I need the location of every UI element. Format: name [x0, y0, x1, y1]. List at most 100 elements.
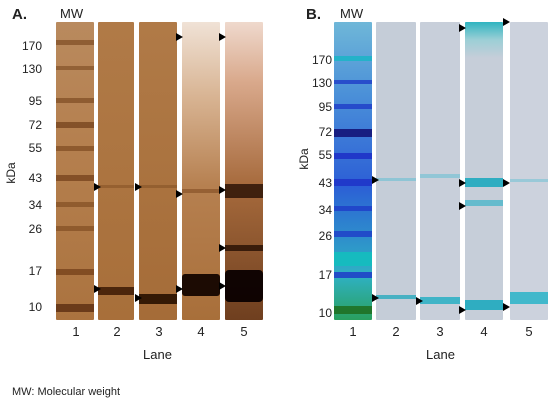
- arrowhead-icon: [135, 183, 142, 191]
- panel-b-label: B.: [306, 6, 321, 23]
- panel-a-lane-4: [182, 22, 220, 320]
- panel-a-tick-34: 34: [28, 198, 42, 212]
- panel-b-lane-3: [420, 22, 460, 320]
- sample-band: [182, 189, 220, 193]
- sample-band: [225, 270, 263, 302]
- ladder-band: [56, 226, 94, 231]
- panel-a-tick-55: 55: [28, 141, 42, 155]
- panel-b-lane-number-2: 2: [392, 324, 400, 339]
- arrowhead-icon: [459, 202, 466, 210]
- sample-band: [465, 300, 503, 310]
- arrowhead-icon: [503, 18, 510, 26]
- panel-b-lane-4: [465, 22, 503, 320]
- arrowhead-icon: [94, 285, 101, 293]
- sample-band: [139, 185, 177, 188]
- ladder-band: [56, 40, 94, 45]
- panel-a-tick-170: 170: [21, 39, 42, 53]
- arrowhead-icon: [503, 179, 510, 187]
- panel-b-tick-55: 55: [318, 148, 332, 162]
- arrowhead-icon: [219, 244, 226, 252]
- arrowhead-icon: [219, 282, 226, 290]
- panel-a-lane-number-2: 2: [113, 324, 121, 339]
- panel-b-y-axis-label: kDa: [297, 148, 311, 170]
- arrowhead-icon: [372, 176, 379, 184]
- arrowhead-icon: [94, 183, 101, 191]
- sample-band: [182, 274, 220, 296]
- sample-band: [510, 179, 548, 182]
- ladder-band: [334, 252, 372, 266]
- panel-b-lane-1: [334, 22, 372, 320]
- sample-band: [98, 185, 134, 188]
- panel-a-tick-43: 43: [28, 171, 42, 185]
- arrowhead-icon: [459, 306, 466, 314]
- panel-a-x-axis-label: Lane: [143, 347, 172, 362]
- arrowhead-icon: [503, 303, 510, 311]
- panel-b-lane-number-4: 4: [480, 324, 488, 339]
- panel-b-tick-26: 26: [318, 229, 332, 243]
- ladder-band: [334, 129, 372, 137]
- sample-band: [420, 174, 460, 178]
- panel-a-lane-number-4: 4: [197, 324, 205, 339]
- ladder-band: [334, 231, 372, 237]
- panel-b-tick-43: 43: [318, 176, 332, 190]
- ladder-band: [56, 175, 94, 181]
- panel-a-tick-26: 26: [28, 222, 42, 236]
- panel-b-tick-95: 95: [318, 100, 332, 114]
- ladder-band: [56, 98, 94, 103]
- panel-a-lane-number-3: 3: [155, 324, 163, 339]
- panel-a-tick-17: 17: [28, 264, 42, 278]
- panel-a-lane-3: [139, 22, 177, 320]
- ladder-band: [334, 80, 372, 84]
- panel-a-lane-2: [98, 22, 134, 320]
- ladder-band: [56, 304, 94, 312]
- panel-b-tick-72: 72: [318, 125, 332, 139]
- footnote: MW: Molecular weight: [12, 386, 120, 398]
- arrowhead-icon: [176, 33, 183, 41]
- sample-band: [376, 295, 416, 299]
- panel-a-tick-95: 95: [28, 94, 42, 108]
- sample-band: [225, 245, 263, 251]
- panel-a-tick-10: 10: [28, 300, 42, 314]
- arrowhead-icon: [219, 33, 226, 41]
- panel-b-tick-34: 34: [318, 203, 332, 217]
- panel-a-y-axis-label: kDa: [4, 162, 18, 184]
- panel-a-label: A.: [12, 6, 27, 23]
- panel-a-tick-72: 72: [28, 118, 42, 132]
- sample-band: [225, 184, 263, 198]
- ladder-band: [56, 202, 94, 207]
- panel-b-lane-number-5: 5: [525, 324, 533, 339]
- sample-band: [510, 292, 548, 304]
- panel-a-mw-label: MW: [60, 6, 84, 21]
- sample-band: [139, 294, 177, 304]
- panel-b-lane-number-1: 1: [349, 324, 357, 339]
- ladder-band: [334, 104, 372, 109]
- arrowhead-icon: [176, 190, 183, 198]
- sample-band: [465, 178, 503, 187]
- ladder-band: [56, 122, 94, 128]
- ladder-band: [334, 153, 372, 159]
- ladder-band: [56, 66, 94, 70]
- arrowhead-icon: [372, 294, 379, 302]
- ladder-band: [334, 179, 372, 186]
- panel-a-lane-1: [56, 22, 94, 320]
- sample-band: [98, 287, 134, 295]
- ladder-band: [334, 306, 372, 314]
- ladder-band: [334, 206, 372, 211]
- arrowhead-icon: [459, 24, 466, 32]
- panel-b-tick-170: 170: [311, 53, 332, 67]
- panel-b-lane-number-3: 3: [436, 324, 444, 339]
- ladder-band: [56, 269, 94, 275]
- panel-b-tick-17: 17: [318, 268, 332, 282]
- sample-band: [465, 200, 503, 206]
- ladder-band: [334, 56, 372, 61]
- panel-b-lane-5: [510, 22, 548, 320]
- panel-a-tick-130: 130: [21, 62, 42, 76]
- panel-b-tick-130: 130: [311, 76, 332, 90]
- sample-band: [376, 178, 416, 181]
- panel-b-mw-label: MW: [340, 6, 364, 21]
- panel-a-lane-number-5: 5: [240, 324, 248, 339]
- arrowhead-icon: [459, 179, 466, 187]
- arrowhead-icon: [219, 186, 226, 194]
- ladder-band: [56, 146, 94, 151]
- panel-b-tick-10: 10: [318, 306, 332, 320]
